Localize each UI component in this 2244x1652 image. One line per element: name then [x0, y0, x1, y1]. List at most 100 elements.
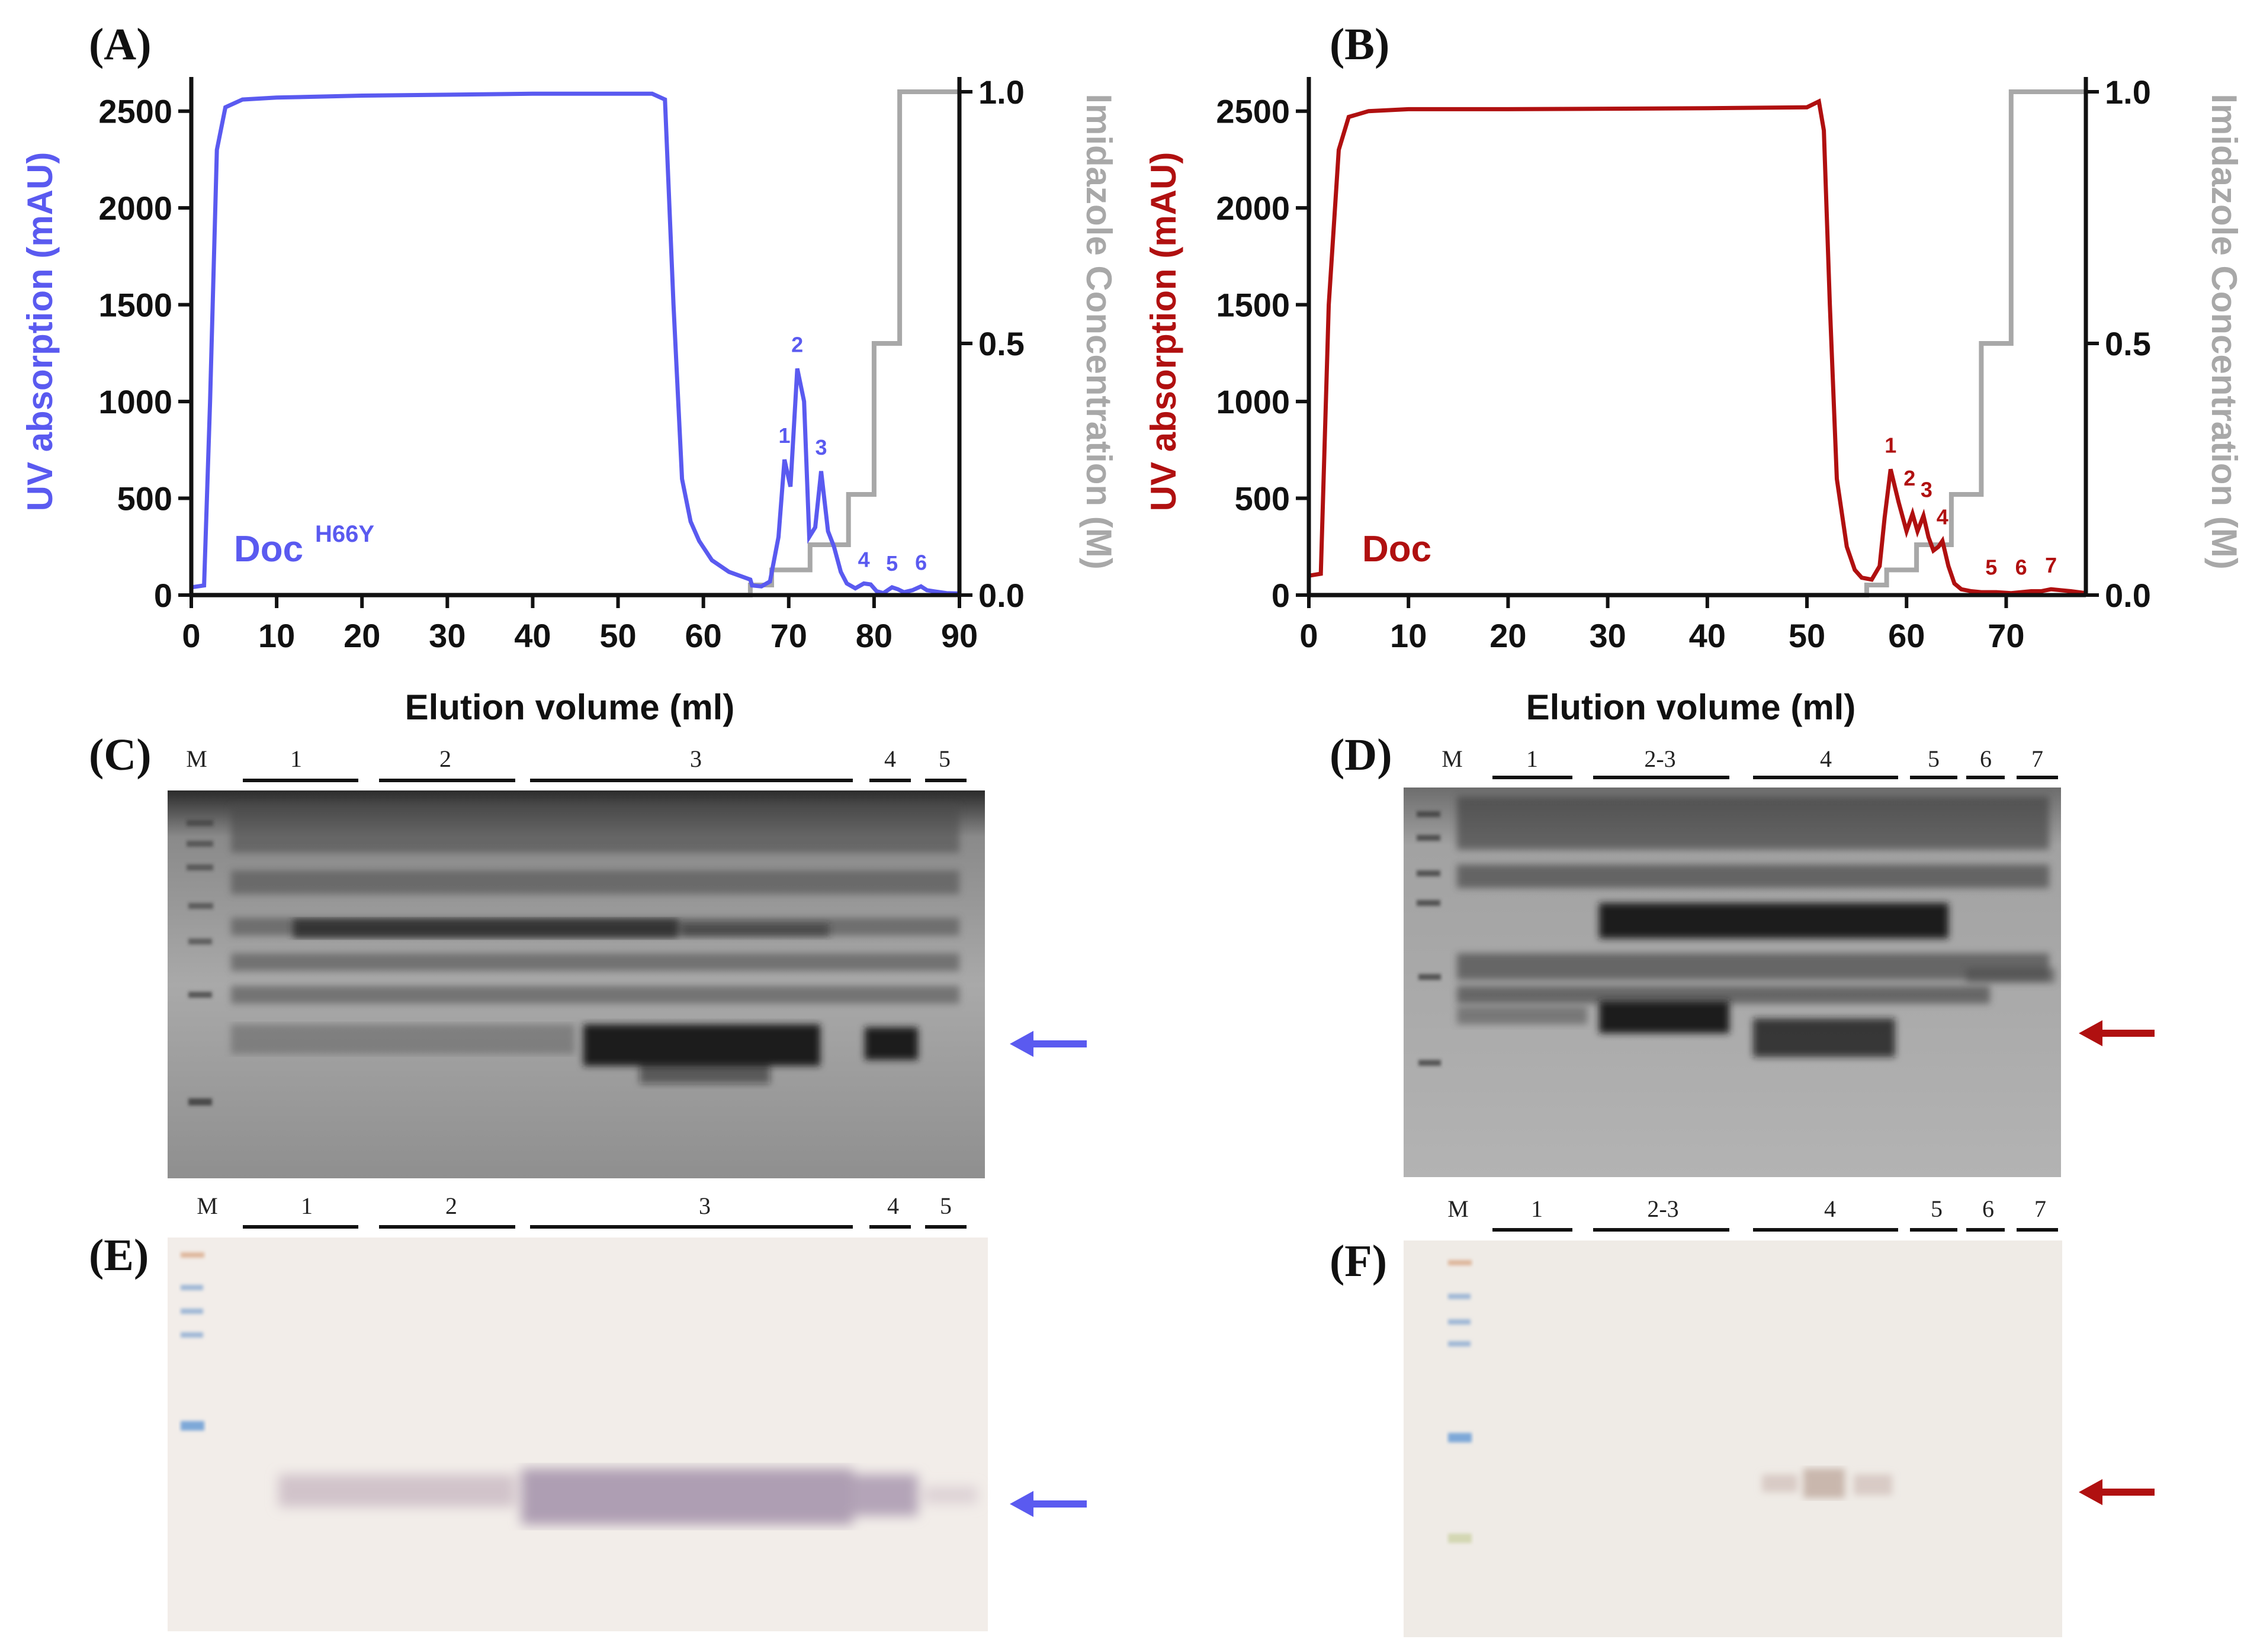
x-tick-label: 20 [343, 617, 380, 654]
fraction-label-f-6: 7 [2034, 1195, 2046, 1222]
fraction-label-d-5: 6 [1980, 745, 1992, 772]
peak-label: 1 [1885, 433, 1896, 458]
peak-label: 1 [779, 423, 791, 448]
y2-tick-label: 0.5 [2105, 325, 2151, 362]
imidazole-line-b [1309, 89, 2086, 597]
panel-label-c: (C) [89, 730, 152, 780]
gel-image-c [168, 790, 985, 1178]
fraction-label-f-5: 6 [1982, 1195, 1994, 1222]
lane-headers-e: 1 2 3 4 5 [243, 1193, 967, 1229]
y-axis-label-a: UV absorption (mAU) [20, 152, 60, 512]
y-axis-label-b: UV absorption (mAU) [1144, 152, 1183, 512]
fraction-label-e-3: 3 [699, 1193, 711, 1219]
fraction-label-e-4: 4 [887, 1193, 899, 1219]
x-tick-label: 90 [941, 617, 978, 654]
y2-axis-label-b: Imidazole Concentration (M) [2204, 94, 2244, 569]
marker-label-f: M [1447, 1195, 1469, 1222]
x-tick-label: 60 [1888, 617, 1925, 654]
y2-tick-label: 1.0 [978, 73, 1025, 111]
peak-label: 6 [2015, 555, 2027, 579]
arrow-d [2079, 1020, 2155, 1046]
fraction-label-e-2: 2 [445, 1193, 457, 1219]
fraction-label-c-3: 3 [690, 745, 702, 772]
lane-headers-c: 1 2 3 4 5 [243, 745, 967, 782]
fraction-label-c-1: 1 [290, 745, 302, 772]
fraction-label-d-6: 7 [2031, 745, 2043, 772]
x-tick-label: 10 [258, 617, 295, 654]
peak-label: 2 [1903, 466, 1915, 490]
peak-label: 3 [816, 435, 827, 459]
sample-label-b: Doc [1362, 529, 1431, 570]
y2-tick-label: 0.0 [2105, 577, 2151, 614]
fraction-label-e-1: 1 [301, 1193, 313, 1219]
y-tick-label: 2000 [98, 189, 172, 227]
peak-label: 2 [791, 333, 803, 357]
y-tick-label: 500 [117, 480, 172, 518]
peak-label: 4 [858, 547, 870, 571]
y2-axis-label-a: Imidazole Concentration (M) [1079, 94, 1119, 569]
panel-b: (B) 0 10 20 30 40 50 60 70050010001500200025000… [1144, 20, 2244, 727]
x-tick-label: 0 [1299, 617, 1318, 654]
fraction-label-e-5: 5 [940, 1193, 952, 1219]
y-tick-label: 1000 [1216, 383, 1290, 420]
x-tick-label: 30 [429, 617, 466, 654]
fraction-label-d-4: 5 [1928, 745, 1940, 772]
fraction-label-d-3: 4 [1820, 745, 1832, 772]
x-axis-label-a: Elution volume (ml) [405, 687, 735, 727]
y2-tick-label: 0.0 [978, 577, 1025, 614]
y-tick-label: 2500 [98, 93, 172, 130]
fraction-label-f-2: 2-3 [1647, 1195, 1678, 1222]
peak-label: 7 [2045, 553, 2057, 577]
peak-label: 6 [915, 550, 927, 574]
x-tick-label: 50 [1789, 617, 1825, 654]
peak-label: 5 [1985, 555, 1997, 579]
arrow-c [1010, 1031, 1087, 1057]
lane-headers-f: 1 2-3 4 5 6 7 [1492, 1195, 2058, 1232]
x-tick-label: 40 [1689, 617, 1726, 654]
fraction-label-d-2: 2-3 [1644, 745, 1675, 772]
x-tick-label: 20 [1489, 617, 1526, 654]
blot-image-e [168, 1238, 988, 1631]
x-tick-label: 40 [514, 617, 551, 654]
panel-label-b: (B) [1330, 20, 1389, 69]
panel-label-f: (F) [1330, 1236, 1387, 1286]
peak-label: 3 [1921, 478, 1932, 502]
x-tick-label: 50 [599, 617, 636, 654]
y2-tick-label: 1.0 [2105, 73, 2151, 111]
x-tick-label: 70 [771, 617, 807, 654]
sample-label-a: Doc [234, 529, 303, 570]
fraction-label-f-3: 4 [1824, 1195, 1836, 1222]
panel-e: (E) M 1 2 3 4 5 [89, 1193, 1087, 1631]
panel-label-d: (D) [1330, 730, 1392, 780]
x-tick-label: 0 [182, 617, 200, 654]
panel-label-e: (E) [89, 1230, 149, 1280]
gel-image-d [1404, 788, 2061, 1177]
y-tick-label: 2500 [1216, 93, 1290, 130]
y-tick-label: 1500 [1216, 287, 1290, 324]
arrow-e [1010, 1491, 1087, 1517]
sample-superscript-a: H66Y [315, 521, 374, 547]
peak-label: 5 [886, 551, 898, 576]
x-tick-label: 60 [685, 617, 722, 654]
x-tick-label: 80 [856, 617, 893, 654]
fraction-label-c-4: 4 [884, 745, 896, 772]
y-tick-label: 2000 [1216, 189, 1290, 227]
x-axis-label-b: Elution volume (ml) [1526, 687, 1856, 727]
fraction-label-f-4: 5 [1931, 1195, 1943, 1222]
y-tick-label: 1500 [98, 287, 172, 324]
uv-line-a [191, 91, 960, 596]
fraction-label-c-2: 2 [439, 745, 451, 772]
fraction-label-d-1: 1 [1526, 745, 1538, 772]
panel-label-a: (A) [89, 20, 152, 69]
imidazole-line-a [191, 89, 959, 597]
marker-label-e: M [197, 1193, 218, 1219]
panel-d: (D) M 1 2-3 4 5 6 7 [1330, 730, 2155, 1177]
uv-line-b [1308, 98, 2086, 596]
y2-tick-label: 0.5 [978, 325, 1025, 362]
panel-f: (F) M 1 2-3 4 5 6 7 [1330, 1195, 2155, 1637]
marker-label-d: M [1442, 745, 1463, 772]
blot-image-f [1404, 1240, 2062, 1637]
x-tick-label: 70 [1988, 617, 2024, 654]
fraction-label-f-1: 1 [1531, 1195, 1543, 1222]
y-tick-label: 500 [1235, 480, 1290, 518]
